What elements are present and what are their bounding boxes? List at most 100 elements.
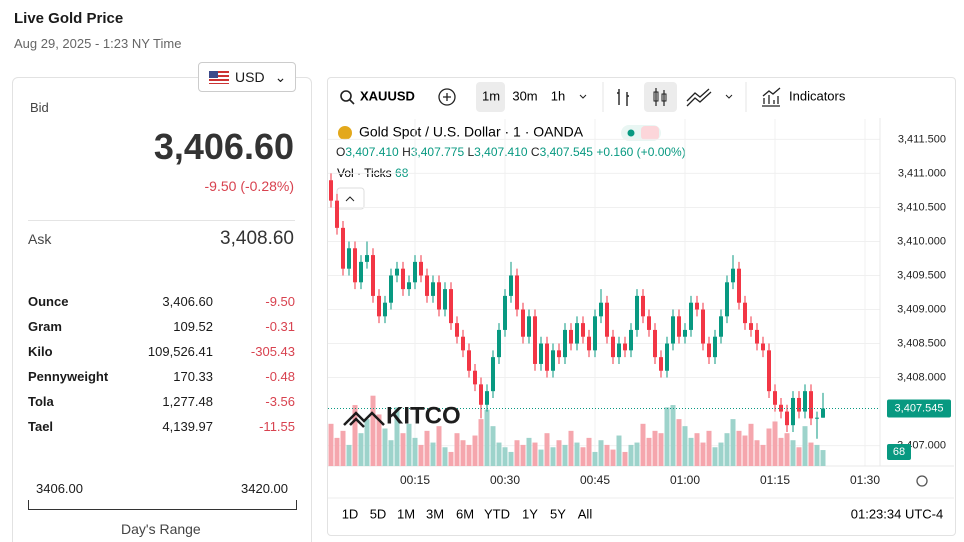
candle-body (731, 268, 735, 283)
volume-bar (664, 407, 670, 466)
style-active (644, 82, 677, 112)
volume-bar (358, 433, 364, 466)
chart-panel (327, 77, 956, 536)
volume-bar (814, 444, 820, 466)
candle-body (641, 295, 645, 317)
settings-icon[interactable] (916, 475, 928, 487)
ohlc-change: +0.160 (+0.00%) (596, 145, 685, 159)
interval[interactable]: 30m (512, 88, 537, 103)
candle-body (665, 343, 669, 371)
x-tick-label: 00:15 (400, 473, 430, 487)
unit-change: -305.43 (250, 344, 295, 359)
candle-body (335, 200, 339, 228)
candle-body (755, 329, 759, 344)
range-button[interactable]: 1D (342, 506, 359, 521)
candle-body (671, 316, 675, 344)
ohlc-legend: O3,407.410 H3,407.775 L3,407.410 C3,407.… (336, 145, 686, 159)
range-low: 3406.00 (36, 481, 83, 496)
volume-bar (640, 423, 646, 466)
x-tick-label: 01:30 (850, 473, 880, 487)
clock: 01:23:34 UTC-4 (851, 506, 944, 521)
candle-body (557, 350, 561, 358)
volume-bar (622, 451, 628, 466)
range-button[interactable]: 5Y (550, 506, 566, 521)
volume-bar (376, 414, 382, 466)
market-open-dot (627, 129, 635, 137)
candle-style-icon[interactable] (653, 91, 659, 102)
range-button[interactable]: 1Y (522, 506, 538, 521)
volume-bar (694, 433, 700, 466)
price-panel (12, 77, 312, 542)
candle-body (425, 275, 429, 296)
x-tick-label: 01:00 (670, 473, 700, 487)
add-symbol[interactable] (438, 88, 456, 106)
volume-bar (700, 442, 706, 466)
volume-bar (634, 442, 640, 466)
candle-body (485, 391, 489, 405)
indicators-icon[interactable] (762, 87, 781, 107)
volume-bar (526, 437, 532, 466)
volume-bar (730, 419, 736, 466)
candle-body (563, 329, 567, 358)
range-button[interactable]: All (578, 506, 593, 521)
volume-bar (736, 430, 742, 466)
search-icon[interactable] (340, 90, 355, 105)
currency: USD (235, 69, 265, 85)
volume-bar (604, 444, 610, 466)
ohlc-key: C (531, 145, 540, 159)
volume-bar (334, 437, 340, 466)
chevron[interactable] (725, 94, 733, 99)
candle-body (407, 282, 411, 290)
candle-body (653, 329, 657, 358)
candle-body (785, 411, 789, 426)
candle-body (377, 295, 381, 317)
candle-body (683, 329, 687, 337)
range-button[interactable]: 1M (397, 506, 415, 521)
y-tick-label: 3,408.000 (897, 371, 946, 383)
bid-change: -9.50 (-0.28%) (204, 178, 294, 194)
volume-bar (670, 405, 676, 466)
volume-bar (400, 433, 406, 466)
volume-bar (676, 419, 682, 466)
candle-body (677, 316, 681, 337)
symbol[interactable]: XAUUSD (360, 88, 415, 103)
ohlc-key: O (336, 145, 345, 159)
candle-body (329, 180, 333, 201)
volume-bar (388, 440, 394, 466)
candle-body (479, 384, 483, 405)
indicators-button[interactable]: Indicators (789, 88, 846, 103)
bar-style-icon[interactable] (617, 89, 629, 106)
volume-bar (436, 426, 442, 466)
candle-body (503, 295, 507, 330)
divider (28, 220, 295, 221)
range-button[interactable]: 3M (426, 506, 444, 521)
currency-select[interactable]: USD ⌄ (198, 62, 296, 92)
interval[interactable]: 1m (482, 88, 500, 103)
interval[interactable]: 1h (551, 88, 565, 103)
collapse-icon (345, 196, 355, 202)
candle-style-icon[interactable] (661, 93, 667, 102)
volume-bar (496, 442, 502, 466)
unit-name: Kilo (28, 344, 53, 359)
candle-body (539, 343, 543, 364)
volume-bar (802, 426, 808, 466)
candle-body (383, 302, 387, 317)
area-style-icon[interactable] (686, 88, 712, 107)
range-button[interactable]: 5D (370, 506, 387, 521)
candle-body (533, 316, 537, 364)
volume-bar (658, 433, 664, 466)
range-button[interactable]: 6M (456, 506, 474, 521)
unit-price: 109.52 (173, 319, 213, 334)
candle-body (623, 343, 627, 351)
volume-bar (592, 451, 598, 466)
candle-body (389, 275, 393, 303)
chevron[interactable] (579, 94, 587, 99)
unit-change: -3.56 (265, 394, 295, 409)
volume-bar (682, 426, 688, 466)
volume-bar (484, 409, 490, 466)
page-title: Live Gold Price (14, 10, 124, 27)
volume-bar (820, 450, 826, 466)
collapse-button[interactable] (336, 187, 365, 210)
y-tick-label: 3,409.000 (897, 303, 946, 315)
range-button[interactable]: YTD (484, 506, 510, 521)
